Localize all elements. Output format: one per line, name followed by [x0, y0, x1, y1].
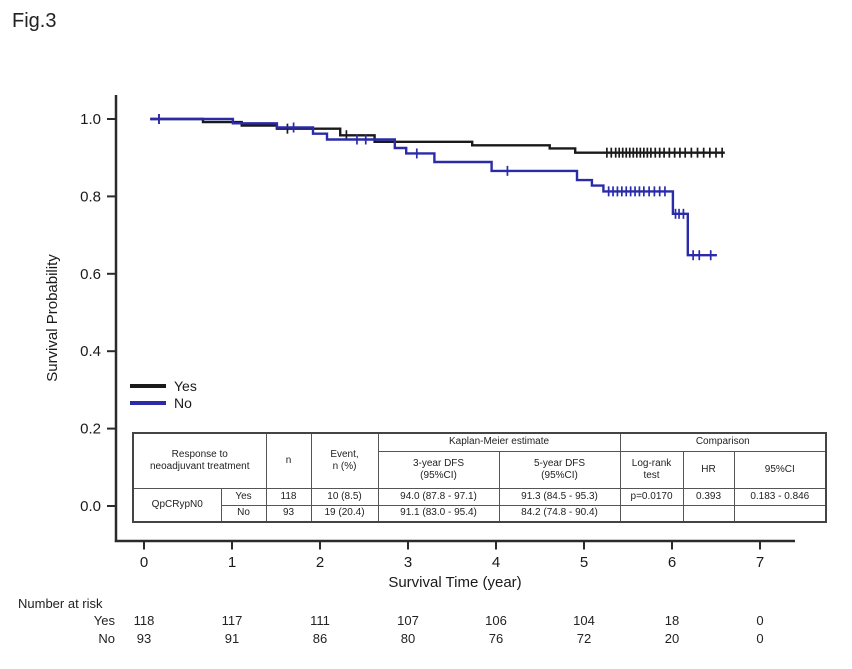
cell-ci-yes: 0.183 - 0.846: [733, 487, 827, 506]
y-axis-title: Survival Probability: [44, 254, 61, 382]
cell-ci-no: [733, 504, 827, 523]
x-tick-label: 3: [404, 554, 412, 571]
cell-logrank-yes: p=0.0170: [619, 487, 684, 506]
cell-group-label: QpCRypN0: [132, 487, 222, 523]
header-n: n: [265, 432, 312, 489]
risk-count: 93: [136, 631, 152, 646]
header-hr: HR: [682, 450, 735, 489]
header-group-km: Kaplan-Meier estimate: [377, 432, 621, 452]
header-3yr-dfs: 3-year DFS (95%CI): [377, 450, 500, 489]
survival-curves: [150, 114, 725, 261]
cell-n-no: 93: [265, 504, 312, 523]
header-response: Response to neoadjuvant treatment: [132, 432, 267, 489]
table-row-yes: QpCRypN0 Yes 118 10 (8.5) 94.0 (87.8 - 9…: [132, 487, 827, 523]
survival-curve-no: [150, 117, 717, 257]
x-tick-label: 5: [580, 554, 588, 571]
risk-count: 76: [488, 631, 504, 646]
cell-5yr-yes: 91.3 (84.5 - 95.3): [498, 487, 621, 506]
cell-hr-no: [682, 504, 735, 523]
risk-count: 0: [756, 613, 764, 628]
legend-label-yes: Yes: [174, 378, 197, 394]
stats-table: Response to neoadjuvant treatment n Even…: [132, 432, 828, 523]
cell-3yr-yes: 94.0 (87.8 - 97.1): [377, 487, 500, 506]
x-tick-label: 2: [316, 554, 324, 571]
header-event: Event, n (%): [310, 432, 379, 489]
cell-event-no: 19 (20.4): [310, 504, 379, 523]
risk-count: 107: [397, 613, 419, 628]
risk-row-label: No: [98, 631, 115, 646]
risk-count: 0: [756, 631, 764, 646]
y-tick-label: 1.0: [80, 111, 101, 128]
cell-event-yes: 10 (8.5): [310, 487, 379, 506]
risk-count: 117: [221, 613, 243, 628]
cell-hr-yes: 0.393: [682, 487, 735, 506]
risk-row-no: No 93 91 86 80 76 72 20 0: [0, 631, 852, 647]
y-tick-label: 0.2: [80, 421, 101, 438]
risk-row-label: Yes: [93, 613, 115, 628]
header-group-comparison: Comparison: [619, 432, 827, 452]
legend-label-no: No: [174, 395, 192, 411]
risk-count: 104: [573, 613, 595, 628]
y-axis-ticks: 1.0 0.8 0.6 0.4 0.2 0.0: [80, 111, 116, 515]
risk-count: 18: [664, 613, 680, 628]
risk-count: 86: [312, 631, 328, 646]
cell-3yr-no: 91.1 (83.0 - 95.4): [377, 504, 500, 523]
risk-count: 72: [576, 631, 592, 646]
cell-logrank-no: [619, 504, 684, 523]
header-logrank: Log-rank test: [619, 450, 684, 489]
y-tick-label: 0.4: [80, 343, 101, 360]
risk-count: 80: [400, 631, 416, 646]
axes: [114, 95, 795, 543]
y-tick-label: 0.6: [80, 266, 101, 283]
x-tick-label: 6: [668, 554, 676, 571]
risk-row-yes: Yes 118 117 111 107 106 104 18 0: [0, 613, 852, 629]
risk-count: 20: [664, 631, 680, 646]
cell-response-no: No: [220, 504, 267, 523]
y-tick-label: 0.8: [80, 188, 101, 205]
cell-response-yes: Yes: [220, 487, 267, 506]
x-tick-label: 4: [492, 554, 500, 571]
x-tick-label: 7: [756, 554, 764, 571]
risk-count: 106: [485, 613, 507, 628]
risk-count: 118: [133, 613, 155, 628]
header-95ci: 95%CI: [733, 450, 827, 489]
x-axis-ticks: 0 1 2 3 4 5 6 7: [140, 541, 764, 571]
risk-count: 91: [224, 631, 240, 646]
risk-count: 111: [310, 613, 330, 628]
x-axis-title: Survival Time (year): [388, 574, 521, 591]
figure-label: Fig.3: [12, 10, 57, 32]
table-row-no: No 93 19 (20.4) 91.1 (83.0 - 95.4) 84.2 …: [133, 504, 827, 523]
legend: Yes No: [130, 378, 197, 411]
y-tick-label: 0.0: [80, 498, 101, 515]
header-5yr-dfs: 5-year DFS (95%CI): [498, 450, 621, 489]
km-plot: 1.0 0.8 0.6 0.4 0.2 0.0 0 1 2 3 4 5 6 7 Survival Pro…: [44, 95, 795, 591]
cell-5yr-no: 84.2 (74.8 - 90.4): [498, 504, 621, 523]
x-tick-label: 0: [140, 554, 148, 571]
x-tick-label: 1: [228, 554, 236, 571]
cell-n-yes: 118: [265, 487, 312, 506]
